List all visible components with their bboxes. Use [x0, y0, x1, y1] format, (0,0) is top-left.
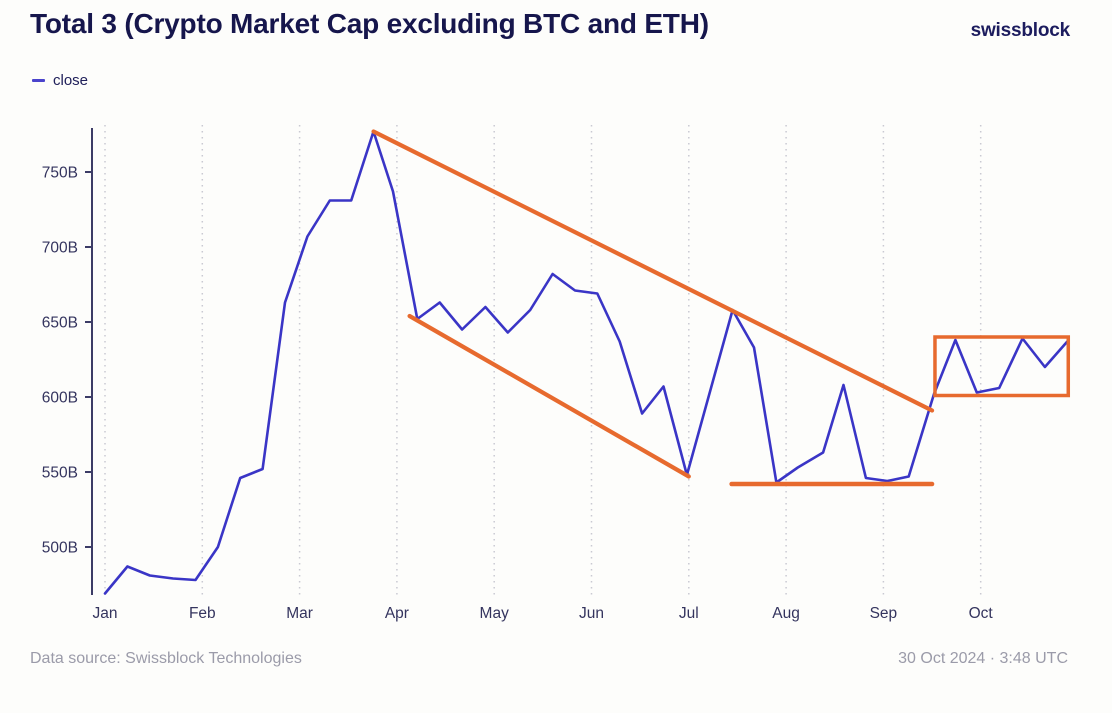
legend-dash-icon	[32, 79, 45, 82]
x-axis-month-label: Oct	[969, 605, 994, 622]
y-axis-tick-label: 600B	[42, 390, 78, 407]
data-source-text: Data source: Swissblock Technologies	[30, 650, 302, 667]
channel-lower-trendline	[407, 313, 691, 479]
market-cap-chart: Jan Feb Mar Apr May Jun Jul Aug Sep Oct 500B 550B 60…	[42, 125, 1071, 622]
channel-upper-trendline	[371, 129, 935, 413]
x-axis-month-label: Apr	[385, 605, 409, 622]
consolidation-box	[933, 335, 1071, 398]
y-axis-tick-label: 550B	[42, 465, 78, 482]
x-axis-month-label: Jun	[579, 605, 604, 622]
y-axis-tick-label: 700B	[42, 240, 78, 257]
y-axis-tick-label: 500B	[42, 540, 78, 557]
close-price-line	[103, 130, 1069, 595]
legend-label-close: close	[53, 72, 89, 89]
timestamp-text: 30 Oct 2024 · 3:48 UTC	[898, 650, 1068, 667]
brand-logo: swissblock	[970, 20, 1071, 41]
x-axis-month-label: Mar	[286, 605, 313, 622]
x-axis-month-label: Feb	[189, 605, 216, 622]
x-axis-month-label: Aug	[772, 605, 800, 622]
x-axis-month-label: Sep	[870, 605, 898, 622]
x-axis-month-label: Jan	[93, 605, 118, 622]
x-axis-month-label: May	[480, 605, 510, 622]
chart-title: Total 3 (Crypto Market Cap excluding BTC…	[30, 8, 709, 39]
x-axis-month-label: Jul	[679, 605, 699, 622]
y-axis-tick-label: 750B	[42, 165, 78, 182]
legend: close	[32, 72, 88, 89]
y-axis-tick-label: 650B	[42, 315, 78, 332]
